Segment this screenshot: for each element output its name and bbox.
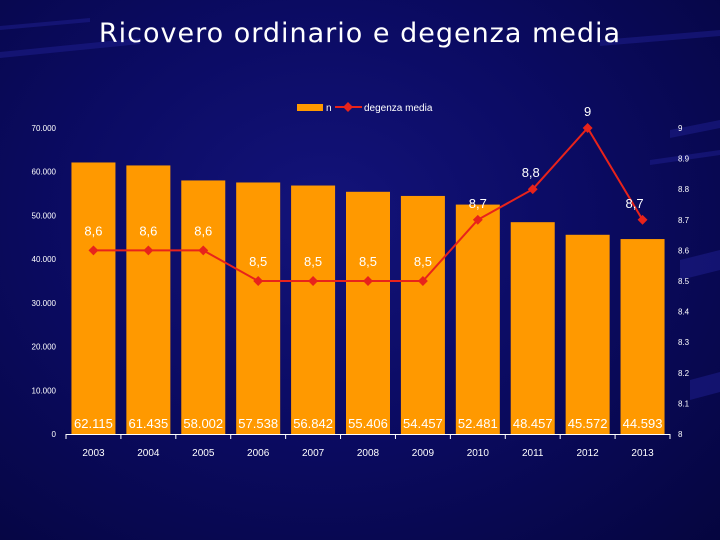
right-axis-tick-label: 8.2 <box>678 369 690 378</box>
bar-data-label: 44.593 <box>623 416 663 431</box>
line-point <box>88 245 99 256</box>
line-point <box>527 184 538 195</box>
line-data-label: 8,6 <box>139 223 157 238</box>
line-point <box>253 276 264 286</box>
line-point <box>417 276 428 286</box>
left-axis: 0 10.000 20.000 30.000 40.000 50.000 60.000 70.… <box>32 124 57 439</box>
x-axis-tick-label: 2010 <box>467 448 490 459</box>
x-axis-tick-label: 2011 <box>522 448 544 459</box>
bar-data-label: 48.457 <box>513 416 553 431</box>
bar <box>455 204 500 434</box>
slide-title: Ricovero ordinario e degenza media <box>98 18 622 49</box>
x-axis: 2003 2004 2005 2006 2007 2008 2009 2010 2011 2012… <box>65 434 671 459</box>
bar-data-label: 58.002 <box>183 416 223 431</box>
line-data-label: 8,5 <box>304 254 322 269</box>
line-data-label: 8,6 <box>194 223 212 238</box>
right-axis-tick-label: 8.4 <box>678 308 690 317</box>
line-data-label: 8,5 <box>414 254 432 269</box>
x-axis-tick-label: 2007 <box>302 448 325 459</box>
right-axis-tick-label: 8.3 <box>678 338 690 347</box>
right-axis: 8 8.1 8.2 8.3 8.4 8.5 8.6 8.7 8.8 8.9 9 <box>678 124 690 439</box>
bar-data-labels: 62.115 61.435 58.002 57.538 56.842 55.406 54.4… <box>74 416 662 431</box>
bar-data-label: 55.406 <box>348 416 388 431</box>
left-axis-tick-label: 0 <box>52 430 57 439</box>
bar-data-label: 61.435 <box>128 416 168 431</box>
legend-label-n: n <box>326 103 332 114</box>
bar <box>400 195 445 434</box>
left-axis-tick-label: 30.000 <box>32 299 57 308</box>
line-data-label: 8,8 <box>522 165 540 180</box>
left-axis-tick-label: 40.000 <box>32 255 57 264</box>
line-data-label: 8,7 <box>469 196 487 211</box>
bar-data-label: 52.481 <box>458 416 498 431</box>
legend: n degenza media <box>297 102 433 114</box>
right-axis-tick-label: 8.7 <box>678 216 690 225</box>
x-axis-tick-label: 2006 <box>247 448 270 459</box>
bar <box>236 182 281 434</box>
line-data-label: 9 <box>584 104 591 119</box>
x-axis-tick-label: 2013 <box>631 448 654 459</box>
left-axis-tick-label: 20.000 <box>32 343 57 352</box>
bar-data-label: 45.572 <box>568 416 608 431</box>
left-axis-tick-label: 50.000 <box>32 211 57 220</box>
x-axis-tick-label: 2004 <box>137 448 160 459</box>
bar-data-label: 56.842 <box>293 416 333 431</box>
bar <box>126 165 171 434</box>
bar-data-label: 57.538 <box>238 416 278 431</box>
right-axis-tick-label: 8.6 <box>678 246 690 255</box>
line-point <box>198 245 209 256</box>
line-series <box>88 123 648 286</box>
x-axis-tick-label: 2009 <box>412 448 435 459</box>
legend-label-degenza-media: degenza media <box>364 103 433 114</box>
line-point <box>363 276 373 286</box>
left-axis-tick-label: 70.000 <box>32 124 57 133</box>
bar <box>620 239 665 434</box>
x-axis-tick-label: 2008 <box>357 448 380 459</box>
right-axis-tick-label: 8.5 <box>678 277 690 286</box>
bar-data-label: 54.457 <box>403 416 443 431</box>
bar <box>71 162 116 434</box>
line-data-labels: 8,6 8,6 8,6 8,5 8,5 8,5 8,5 8,7 8,8 9 8,7 <box>84 104 643 269</box>
right-axis-tick-label: 8.1 <box>678 399 690 408</box>
bar <box>346 191 390 434</box>
right-axis-tick-label: 8.8 <box>678 185 690 194</box>
bar-data-label: 62.115 <box>74 416 113 431</box>
left-axis-tick-label: 60.000 <box>32 168 57 177</box>
line-data-label: 8,7 <box>626 196 644 211</box>
right-axis-tick-label: 8.9 <box>678 155 690 164</box>
x-axis-tick-label: 2003 <box>82 448 105 459</box>
legend-line-marker <box>343 102 353 112</box>
x-axis-tick-label: 2005 <box>192 448 215 459</box>
bar <box>565 234 610 434</box>
bar <box>181 180 226 434</box>
legend-bar-swatch <box>297 104 323 111</box>
bar-series <box>71 162 665 434</box>
line-point <box>637 214 648 225</box>
line-point <box>143 245 154 256</box>
right-axis-tick-label: 9 <box>678 124 683 133</box>
line-point <box>582 123 593 133</box>
right-axis-tick-label: 8 <box>678 430 683 439</box>
line-data-label: 8,5 <box>249 254 267 269</box>
left-axis-tick-label: 10.000 <box>32 386 57 395</box>
x-axis-tick-label: 2012 <box>577 448 600 459</box>
line-data-label: 8,5 <box>359 254 377 269</box>
line-data-label: 8,6 <box>84 223 102 238</box>
line-point <box>308 276 319 286</box>
bar <box>510 222 555 434</box>
bar <box>291 185 336 434</box>
line-point <box>472 214 483 225</box>
